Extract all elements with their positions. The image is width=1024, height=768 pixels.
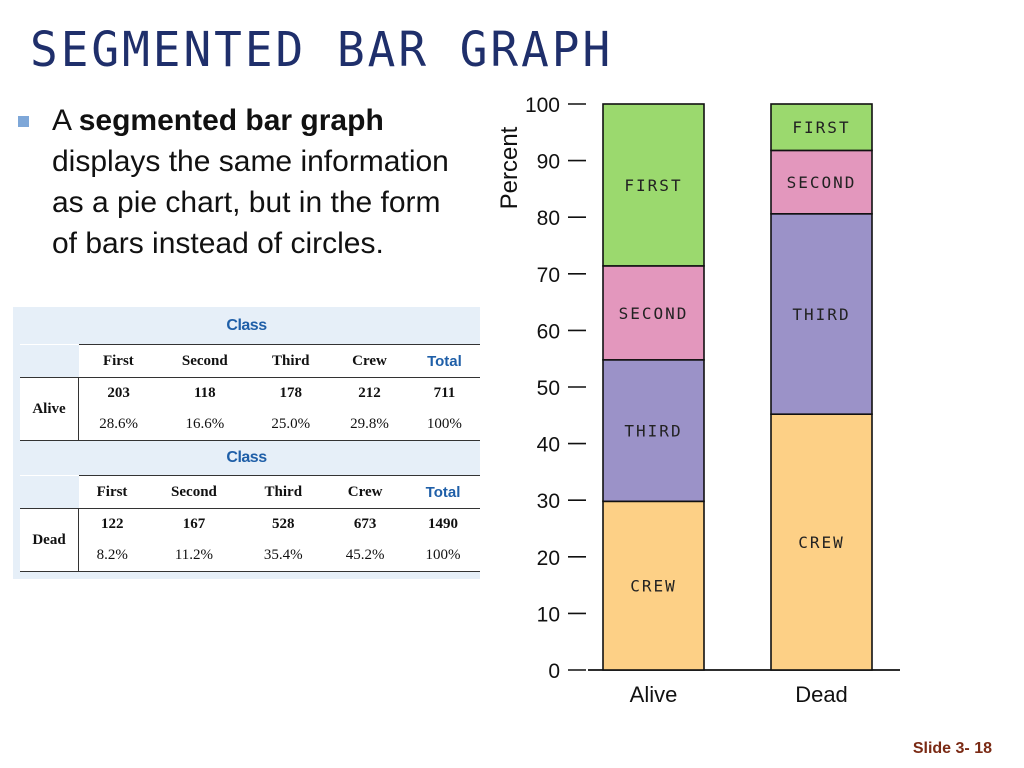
segment-label: FIRST <box>624 176 682 195</box>
count-cell: 212 <box>358 385 381 401</box>
row-label: Dead <box>20 508 79 572</box>
y-tick-label: 90 <box>537 151 560 174</box>
col-header: Third <box>242 475 325 509</box>
segment-label: SECOND <box>787 173 857 192</box>
x-category-label: Dead <box>795 682 848 707</box>
col-header: Crew <box>330 344 409 378</box>
bar-segment-third <box>770 213 873 415</box>
y-tick-label: 50 <box>537 377 560 400</box>
alive-table: Class First Second Third Crew Total Aliv… <box>13 307 480 447</box>
percent-cell: 35.4% <box>242 540 325 572</box>
table-heading: Class <box>226 317 267 334</box>
y-tick-label: 60 <box>537 320 560 343</box>
percent-cell: 100% <box>406 540 480 572</box>
count-cell: 178 <box>279 385 303 401</box>
count-cell: 528 <box>272 516 295 532</box>
percent-cell: 16.6% <box>158 409 252 441</box>
col-header: Second <box>145 475 243 509</box>
y-tick-label: 0 <box>548 660 560 683</box>
bullet-lead: A <box>52 104 79 137</box>
segment-label: CREW <box>798 533 845 552</box>
count-cell: 1490 <box>428 516 459 532</box>
count-cell: 118 <box>193 385 216 401</box>
y-tick-label: 100 <box>525 94 560 117</box>
bar-segment-first <box>602 103 705 267</box>
col-header: Third <box>251 344 331 378</box>
segment-label: THIRD <box>624 422 682 441</box>
bar-segment-crew <box>602 500 705 671</box>
percent-cell: 29.8% <box>330 409 409 441</box>
alive-table-grid: First Second Third Crew Total Alive 203 … <box>20 344 480 441</box>
x-category-label: Alive <box>630 682 678 707</box>
segment-label: SECOND <box>619 304 689 323</box>
col-header-total: Total <box>408 344 480 378</box>
count-cell: 203 <box>107 385 130 401</box>
slide-title: SEGMENTED BAR GRAPH <box>30 20 614 78</box>
table-heading: Class <box>226 449 267 466</box>
slide-number: Slide 3- 18 <box>912 740 992 757</box>
col-header-total: Total <box>406 475 480 509</box>
count-cell: 711 <box>433 385 456 401</box>
y-tick-label: 40 <box>537 434 560 457</box>
bullet-rest: displays the same information as a pie c… <box>52 145 449 260</box>
bar-segment-first <box>770 103 873 152</box>
y-tick-label: 10 <box>537 603 560 626</box>
dead-table: Class First Second Third Crew Total Dead… <box>13 447 480 579</box>
col-header: First <box>78 344 159 378</box>
y-tick-label: 30 <box>537 490 560 513</box>
segment-label: FIRST <box>792 118 850 137</box>
percent-cell: 28.6% <box>78 409 159 441</box>
y-tick-label: 80 <box>537 207 560 230</box>
bullet-point: A segmented bar graph displays the same … <box>18 100 458 264</box>
bullet-bold-term: segmented bar graph <box>78 104 384 137</box>
y-axis-label: Percent <box>496 126 523 209</box>
col-header: First <box>78 475 146 509</box>
count-cell: 122 <box>101 516 124 532</box>
percent-cell: 11.2% <box>145 540 243 572</box>
percent-cell: 100% <box>408 409 480 441</box>
count-cell: 167 <box>182 516 206 532</box>
col-header: Second <box>158 344 252 378</box>
dead-table-grid: First Second Third Crew Total Dead 122 1… <box>20 475 480 572</box>
segment-label: THIRD <box>792 305 850 324</box>
bar-segment-second <box>770 149 873 215</box>
y-tick-label: 20 <box>537 547 560 570</box>
percent-cell: 25.0% <box>251 409 331 441</box>
col-header: Crew <box>324 475 407 509</box>
bar-segment-crew <box>770 413 873 671</box>
percent-cell: 45.2% <box>324 540 407 572</box>
bullet-square-icon <box>18 116 29 127</box>
count-cell: 673 <box>353 516 377 532</box>
percent-cell: 8.2% <box>78 540 146 572</box>
segment-label: CREW <box>630 577 677 596</box>
row-label: Alive <box>20 377 79 441</box>
bullet-text: A segmented bar graph displays the same … <box>52 100 458 264</box>
y-tick-label: 70 <box>537 264 560 287</box>
